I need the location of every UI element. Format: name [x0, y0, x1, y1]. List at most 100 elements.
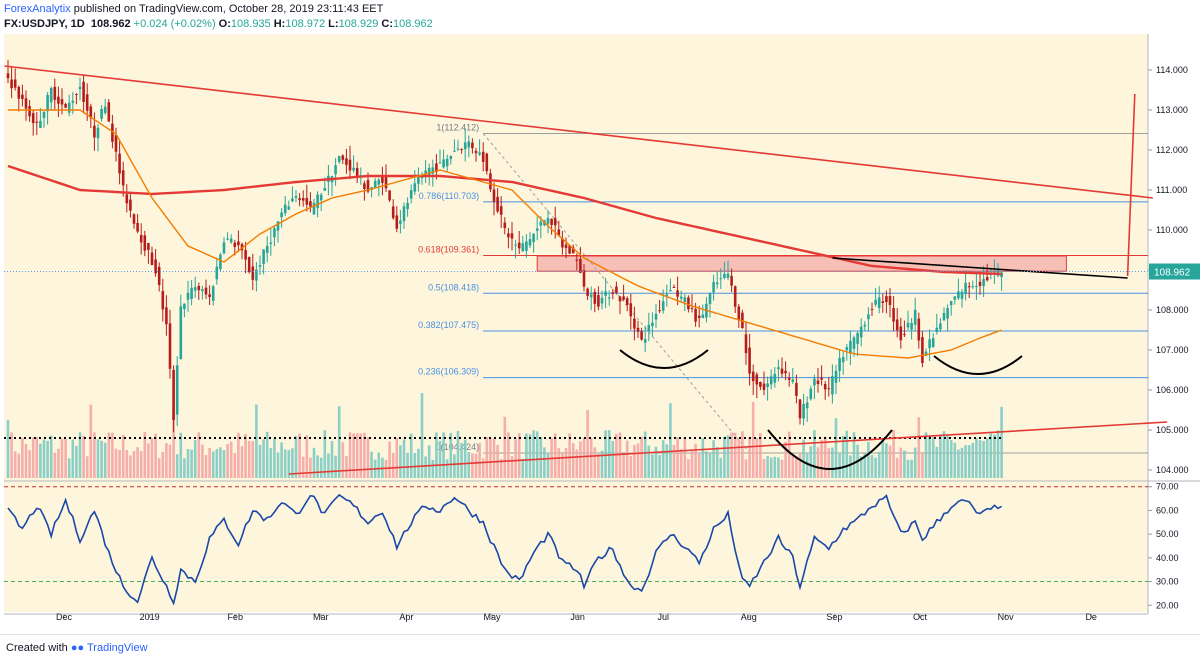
candle-body [78, 86, 82, 90]
volume-bar [107, 432, 111, 478]
candle-body [813, 378, 816, 386]
candle-body [834, 370, 838, 383]
candle-body [49, 88, 53, 103]
tradingview-link[interactable]: TradingView [86, 642, 148, 654]
candle-body [996, 268, 1000, 276]
candle-body [388, 190, 391, 201]
volume-bar [525, 433, 528, 478]
candle-body [643, 339, 647, 343]
volume-bar [859, 456, 863, 478]
candle-body [251, 266, 255, 280]
candle-body [863, 324, 867, 327]
volume-bar [773, 456, 777, 478]
volume-bar [82, 435, 85, 478]
candle-body [636, 327, 640, 332]
candle-body [183, 303, 186, 310]
candle-body [291, 198, 294, 202]
candle-body [384, 176, 388, 189]
time-tick-label: 2019 [140, 612, 160, 622]
candle-body [683, 297, 687, 303]
volume-bar [672, 444, 676, 478]
candle-body [175, 365, 179, 415]
volume-bar [294, 436, 298, 478]
volume-bar [208, 447, 211, 478]
candle-body [921, 337, 924, 363]
volume-bar [751, 401, 755, 478]
candle-body [17, 87, 21, 99]
fib-level-label: 0.5(108.418) [428, 282, 479, 292]
price-change: +0.024 (+0.02%) [133, 18, 216, 30]
head-arc [767, 429, 893, 470]
candle-body [762, 383, 766, 390]
candle-body [478, 152, 481, 155]
volume-bar [676, 437, 679, 478]
candle-body [975, 286, 978, 288]
candle-body [229, 238, 233, 243]
volume-bar [661, 440, 665, 478]
low-value: 108.929 [338, 18, 379, 30]
volume-bar [219, 447, 222, 478]
volume-bar [42, 439, 46, 478]
volume-bar [949, 440, 953, 478]
candle-body [157, 266, 161, 286]
candle-body [431, 167, 435, 174]
candle-body [809, 388, 813, 400]
volume-bar [193, 440, 197, 478]
candle-body [658, 310, 661, 312]
volume-bar [1000, 406, 1003, 478]
candle-body [31, 113, 35, 124]
volume-bar [345, 455, 348, 478]
candle-body [193, 287, 197, 291]
candle-body [64, 104, 67, 108]
candle-body [535, 228, 539, 231]
last-price-badge [1149, 263, 1200, 280]
volume-bar [679, 449, 683, 478]
candle-body [204, 287, 208, 295]
candle-body [773, 373, 777, 383]
volume-bar [244, 434, 247, 478]
fib-level-label: 0.236(106.309) [418, 367, 479, 377]
volume-bar [841, 435, 845, 478]
volume-bar [701, 438, 705, 478]
candle-body [607, 297, 611, 299]
chart-header: ForexAnalytix published on TradingView.c… [0, 0, 1200, 34]
volume-bar [132, 451, 136, 478]
volume-bar [240, 446, 244, 478]
volume-bar [247, 440, 251, 478]
candle-body [10, 79, 13, 89]
rsi-line [7, 493, 1003, 606]
candle-body [352, 167, 355, 171]
volume-bar [60, 438, 64, 478]
volume-bar [582, 437, 586, 478]
last-price-label: 108.962 [1154, 268, 1191, 279]
volume-bar [957, 449, 960, 478]
candle-body [820, 377, 823, 380]
candle-body [561, 238, 564, 248]
volume-bar [827, 448, 831, 478]
volume-bar [931, 437, 935, 478]
candle-body [373, 180, 377, 188]
volume-bar [748, 437, 751, 478]
price-tick-label: 110.000 [1156, 225, 1188, 235]
candle-body [600, 297, 604, 304]
volume-bar [726, 435, 730, 478]
volume-bar [283, 449, 287, 478]
rsi-tick-label: 40.00 [1156, 553, 1179, 563]
volume-bar [417, 448, 420, 478]
candle-body [13, 79, 17, 88]
volume-bar [366, 437, 370, 478]
volume-bar [226, 444, 229, 478]
candle-body [129, 199, 132, 211]
volume-bar [917, 417, 921, 478]
volume-bar [481, 458, 485, 478]
volume-bar [625, 440, 629, 478]
candle-body [147, 243, 150, 250]
candle-body [57, 96, 60, 104]
candle-body [215, 266, 219, 280]
candle-body [154, 259, 157, 274]
chart-area[interactable]: 104.000105.000106.000107.000108.000109.0… [0, 34, 1200, 634]
candle-body [859, 326, 863, 338]
publisher-link[interactable]: ForexAnalytix [4, 3, 71, 15]
volume-bar [460, 443, 463, 478]
time-tick-label: Apr [399, 612, 413, 622]
